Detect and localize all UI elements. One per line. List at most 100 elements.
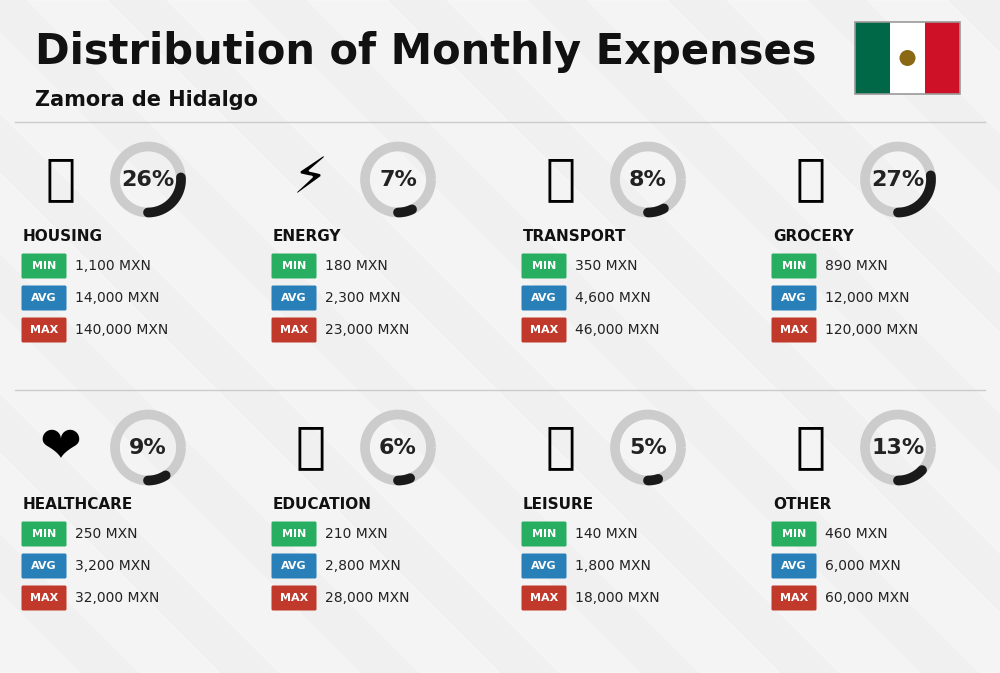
Polygon shape <box>447 0 1000 673</box>
FancyBboxPatch shape <box>772 553 816 579</box>
FancyBboxPatch shape <box>22 586 66 610</box>
Text: 6%: 6% <box>379 437 417 458</box>
Text: MIN: MIN <box>32 529 56 539</box>
FancyBboxPatch shape <box>22 522 66 546</box>
Text: 28,000 MXN: 28,000 MXN <box>325 591 410 605</box>
FancyBboxPatch shape <box>22 318 66 343</box>
Text: AVG: AVG <box>281 561 307 571</box>
FancyBboxPatch shape <box>772 522 816 546</box>
FancyBboxPatch shape <box>522 254 566 279</box>
Text: 140,000 MXN: 140,000 MXN <box>75 323 168 337</box>
Text: 890 MXN: 890 MXN <box>825 259 888 273</box>
FancyBboxPatch shape <box>272 553 316 579</box>
Text: 26%: 26% <box>121 170 175 190</box>
FancyBboxPatch shape <box>772 285 816 310</box>
Text: 350 MXN: 350 MXN <box>575 259 638 273</box>
Text: 210 MXN: 210 MXN <box>325 527 388 541</box>
Text: MIN: MIN <box>32 261 56 271</box>
Text: 460 MXN: 460 MXN <box>825 527 888 541</box>
Text: MIN: MIN <box>282 261 306 271</box>
Text: MAX: MAX <box>780 325 808 335</box>
Text: MIN: MIN <box>282 529 306 539</box>
Text: HEALTHCARE: HEALTHCARE <box>23 497 133 512</box>
Text: 120,000 MXN: 120,000 MXN <box>825 323 918 337</box>
FancyBboxPatch shape <box>22 285 66 310</box>
Text: MAX: MAX <box>780 593 808 603</box>
Text: 4,600 MXN: 4,600 MXN <box>575 291 651 305</box>
Text: 2,800 MXN: 2,800 MXN <box>325 559 401 573</box>
Text: 👜: 👜 <box>796 423 826 472</box>
Text: OTHER: OTHER <box>773 497 831 512</box>
Polygon shape <box>0 0 80 673</box>
Polygon shape <box>587 0 1000 673</box>
Bar <box>855 22 890 94</box>
Text: ❤️: ❤️ <box>40 423 81 472</box>
Text: 5%: 5% <box>629 437 667 458</box>
Polygon shape <box>0 0 360 673</box>
Text: 18,000 MXN: 18,000 MXN <box>575 591 660 605</box>
Text: 13%: 13% <box>871 437 925 458</box>
Bar <box>925 22 960 94</box>
Text: 14,000 MXN: 14,000 MXN <box>75 291 160 305</box>
Text: 60,000 MXN: 60,000 MXN <box>825 591 910 605</box>
FancyBboxPatch shape <box>522 522 566 546</box>
Bar <box>890 22 925 94</box>
Text: MAX: MAX <box>280 593 308 603</box>
Text: 7%: 7% <box>379 170 417 190</box>
FancyBboxPatch shape <box>522 553 566 579</box>
Text: 3,200 MXN: 3,200 MXN <box>75 559 151 573</box>
Text: 2,300 MXN: 2,300 MXN <box>325 291 401 305</box>
Text: AVG: AVG <box>781 561 807 571</box>
Text: 9%: 9% <box>129 437 167 458</box>
Text: HOUSING: HOUSING <box>23 229 103 244</box>
Text: MAX: MAX <box>530 325 558 335</box>
Text: 250 MXN: 250 MXN <box>75 527 138 541</box>
FancyBboxPatch shape <box>272 285 316 310</box>
Text: 6,000 MXN: 6,000 MXN <box>825 559 901 573</box>
FancyBboxPatch shape <box>22 254 66 279</box>
Text: 23,000 MXN: 23,000 MXN <box>325 323 409 337</box>
Text: LEISURE: LEISURE <box>523 497 594 512</box>
Text: ⚡: ⚡ <box>293 155 328 203</box>
FancyBboxPatch shape <box>772 586 816 610</box>
Text: GROCERY: GROCERY <box>773 229 854 244</box>
FancyBboxPatch shape <box>522 586 566 610</box>
Text: 🚌: 🚌 <box>546 155 576 203</box>
Circle shape <box>900 50 916 66</box>
Text: MIN: MIN <box>782 529 806 539</box>
Text: MAX: MAX <box>280 325 308 335</box>
Polygon shape <box>867 0 1000 673</box>
Text: Zamora de Hidalgo: Zamora de Hidalgo <box>35 90 258 110</box>
Text: MAX: MAX <box>530 593 558 603</box>
Text: 12,000 MXN: 12,000 MXN <box>825 291 910 305</box>
Text: 🏢: 🏢 <box>46 155 76 203</box>
Polygon shape <box>307 0 1000 673</box>
Text: MIN: MIN <box>782 261 806 271</box>
Text: TRANSPORT: TRANSPORT <box>523 229 626 244</box>
FancyBboxPatch shape <box>272 586 316 610</box>
FancyBboxPatch shape <box>522 318 566 343</box>
Text: 180 MXN: 180 MXN <box>325 259 388 273</box>
Text: EDUCATION: EDUCATION <box>273 497 372 512</box>
FancyBboxPatch shape <box>772 254 816 279</box>
Text: ENERGY: ENERGY <box>273 229 342 244</box>
FancyBboxPatch shape <box>522 285 566 310</box>
Text: 32,000 MXN: 32,000 MXN <box>75 591 159 605</box>
Bar <box>855 22 960 94</box>
Text: AVG: AVG <box>281 293 307 303</box>
Text: AVG: AVG <box>31 561 57 571</box>
Text: 🛒: 🛒 <box>796 155 826 203</box>
Text: 1,800 MXN: 1,800 MXN <box>575 559 651 573</box>
FancyBboxPatch shape <box>772 318 816 343</box>
Text: Distribution of Monthly Expenses: Distribution of Monthly Expenses <box>35 31 816 73</box>
Polygon shape <box>0 0 500 673</box>
Text: 27%: 27% <box>871 170 925 190</box>
Text: MIN: MIN <box>532 261 556 271</box>
Polygon shape <box>27 0 780 673</box>
Text: MAX: MAX <box>30 593 58 603</box>
Text: AVG: AVG <box>531 561 557 571</box>
Polygon shape <box>0 0 640 673</box>
Text: 1,100 MXN: 1,100 MXN <box>75 259 151 273</box>
Text: 🛍️: 🛍️ <box>546 423 576 472</box>
FancyBboxPatch shape <box>272 254 316 279</box>
